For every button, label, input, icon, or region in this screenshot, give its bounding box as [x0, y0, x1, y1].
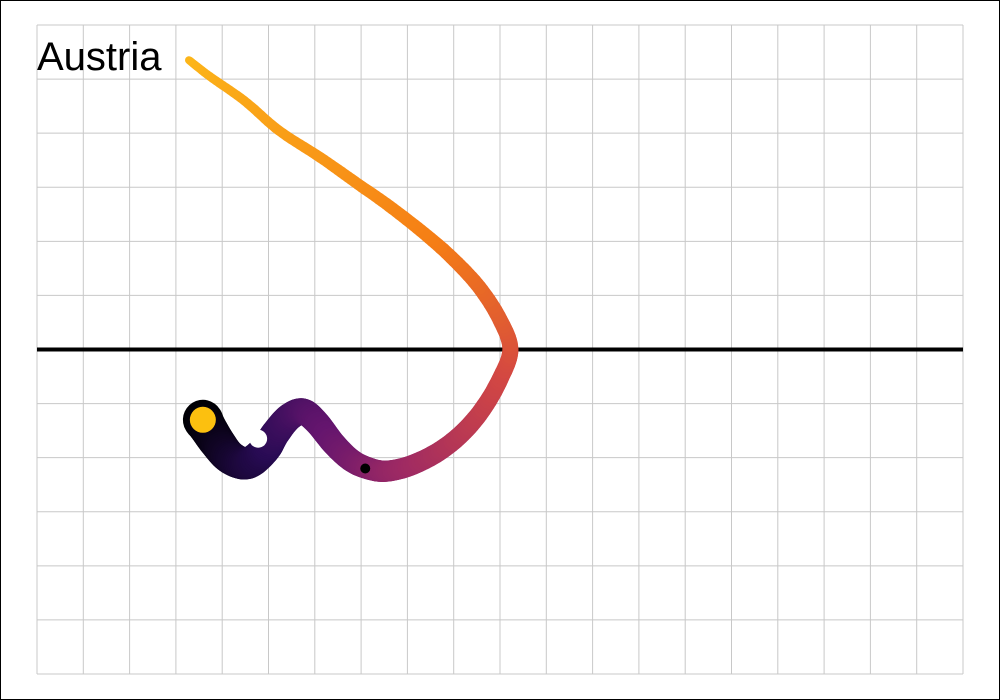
trajectory-line	[182, 56, 519, 482]
midpoint-marker	[249, 429, 268, 448]
start-marker	[189, 406, 216, 433]
markers	[189, 406, 371, 474]
chart-title: Austria	[37, 35, 162, 79]
point-marker	[360, 463, 371, 474]
trajectory-segment	[185, 56, 195, 66]
